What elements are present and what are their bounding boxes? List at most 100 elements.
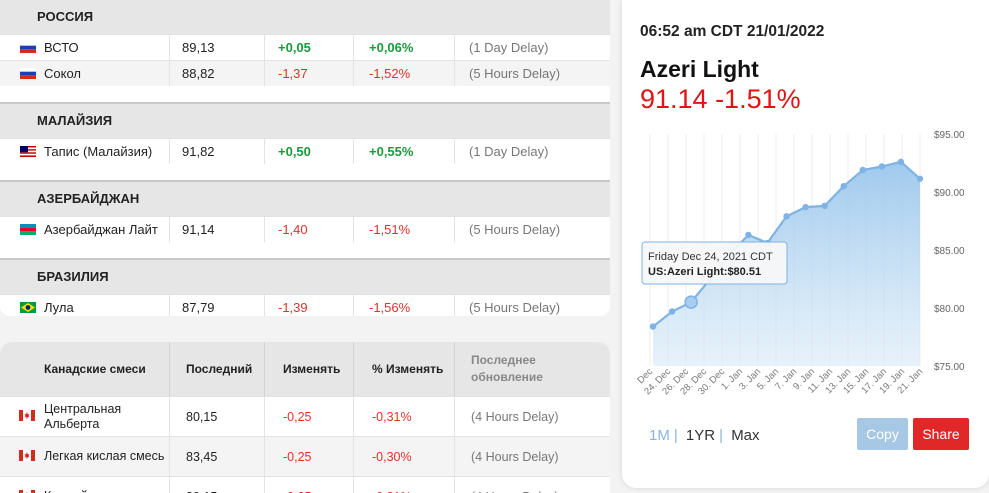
y-tick-label: $75.00	[934, 362, 965, 373]
grade-name-link[interactable]: Кислый мир	[44, 477, 170, 493]
grade-name-link[interactable]: Тапис (Малайзия)	[37, 139, 170, 164]
update-delay: (4 Hours Delay)	[471, 449, 559, 464]
flag-cell	[0, 42, 37, 53]
table-row[interactable]: Кислый мир80,15-0,25-0,31%(4 Hours Delay…	[0, 476, 610, 493]
update-delay: (5 Hours Delay)	[469, 222, 561, 237]
flag-cell	[0, 489, 44, 493]
tooltip-value: US:Azeri Light:$80.51	[648, 266, 761, 278]
section-header: АЗЕРБАЙДЖАН	[0, 180, 610, 216]
percent-change: -0,31%	[354, 397, 455, 436]
percent-change: -0,30%	[354, 437, 455, 476]
percent-change: -0,31%	[354, 477, 455, 493]
share-button[interactable]: Share	[913, 418, 969, 450]
quote-timestamp: 06:52 am CDT 21/01/2022	[640, 23, 825, 40]
quotes-panel: РОССИЯ ВСТО 89,13 +0,05 +0,06% (1 Day Delay) С…	[0, 0, 610, 493]
section-gap	[0, 86, 610, 102]
range-selector: 1M | 1YR | Max	[649, 427, 764, 444]
range-max[interactable]: Max	[731, 427, 760, 444]
canada-flag-icon	[19, 449, 35, 461]
flag-cell	[0, 409, 44, 424]
price-change: -1,37	[265, 61, 354, 86]
section-gap	[0, 242, 610, 258]
last-price: 83,45	[170, 437, 265, 476]
data-point	[897, 158, 905, 166]
data-point	[878, 163, 886, 170]
flag-cell	[0, 224, 37, 235]
price-change: -0,25	[265, 477, 354, 493]
y-tick-label: $95.00	[934, 130, 965, 141]
y-tick-label: $85.00	[934, 246, 965, 257]
data-point	[649, 323, 657, 330]
price-change: -0,25	[265, 437, 354, 476]
percent-change: -1,51%	[354, 217, 455, 242]
update-delay: (5 Hours Delay)	[469, 66, 561, 81]
data-point	[916, 175, 924, 182]
grade-name-link[interactable]: Центральная Альберта	[44, 397, 170, 436]
copy-button[interactable]: Copy	[857, 418, 908, 450]
regional-prices-table: РОССИЯ ВСТО 89,13 +0,05 +0,06% (1 Day Delay) С…	[0, 0, 610, 316]
range-separator: |	[673, 427, 678, 444]
header-last-update[interactable]: Последнее обновление	[471, 353, 543, 384]
table-row[interactable]: Лула 87,79 -1,39 -1,56% (5 Hours Delay)	[0, 294, 610, 316]
header-percent-change[interactable]: % Изменять	[354, 342, 455, 396]
table-header: Канадские смеси Последний Изменять % Изм…	[0, 342, 610, 396]
azerbaijan-flag-icon	[20, 224, 36, 235]
flag-cell	[0, 449, 44, 464]
data-point	[668, 308, 676, 315]
quote-price: 91.14 -1.51%	[640, 84, 801, 114]
grade-name-link[interactable]: Легкая кислая смесь	[44, 437, 170, 476]
grade-name-link[interactable]: Лула	[37, 295, 170, 316]
table-row[interactable]: Центральная Альберта 80,15 -0,25 -0,31% (4 H…	[0, 396, 610, 436]
last-price: 80,15	[170, 397, 265, 436]
table-row[interactable]: ВСТО 89,13 +0,05 +0,06% (1 Day Delay)	[0, 34, 610, 60]
last-price: 89,13	[170, 35, 265, 60]
price-change: -0,25	[265, 397, 354, 436]
grade-name-link[interactable]: Азербайджан Лайт	[37, 217, 170, 242]
data-point	[840, 183, 847, 190]
header-last[interactable]: Последний	[170, 342, 265, 396]
data-point	[745, 231, 752, 239]
data-point	[783, 213, 790, 220]
table-row[interactable]: Азербайджан Лайт 91,14 -1,40 -1,51% (5 Hours…	[0, 216, 610, 242]
last-price: 87,79	[170, 295, 265, 316]
canadian-blends-table: Канадские смеси Последний Изменять % Изм…	[0, 342, 610, 493]
section-header: МАЛАЙЗИЯ	[0, 102, 610, 138]
range-separator: |	[719, 427, 724, 444]
section-header: РОССИЯ	[0, 0, 610, 34]
last-price: 91,14	[170, 217, 265, 242]
percent-change: -1,56%	[354, 295, 455, 316]
russia-flag-icon	[20, 68, 36, 79]
flag-cell	[0, 302, 37, 313]
data-point	[821, 202, 828, 210]
price-change: +0,50	[265, 139, 354, 164]
canada-flag-icon	[19, 409, 35, 421]
percent-change: -1,52%	[354, 61, 455, 86]
price-change: +0,05	[265, 35, 354, 60]
price-change: -1,40	[265, 217, 354, 242]
last-price: 91,82	[170, 139, 265, 164]
percent-change: +0,55%	[354, 139, 455, 164]
section-gap	[0, 164, 610, 180]
grade-name-link[interactable]: Сокол	[37, 61, 170, 86]
quote-name: Azeri Light	[640, 56, 759, 82]
range-1yr[interactable]: 1YR	[685, 427, 716, 444]
table-row[interactable]: Сокол 88,82 -1,37 -1,52% (5 Hours Delay)	[0, 60, 610, 86]
header-change[interactable]: Изменять	[265, 342, 354, 396]
data-point	[802, 203, 809, 211]
grade-name-link[interactable]: ВСТО	[37, 35, 170, 60]
header-name[interactable]: Канадские смеси	[0, 342, 170, 396]
malaysia-flag-icon	[20, 146, 36, 157]
last-price: 88,82	[170, 61, 265, 86]
table-row[interactable]: Тапис (Малайзия) 91,82 +0,50 +0,55% (1 Day D…	[0, 138, 610, 164]
data-point	[859, 166, 866, 174]
section-header: БРАЗИЛИЯ	[0, 258, 610, 294]
brazil-flag-icon	[20, 302, 36, 313]
y-tick-label: $90.00	[934, 188, 965, 199]
update-delay: (5 Hours Delay)	[469, 300, 561, 315]
tooltip-date: Friday Dec 24, 2021 CDT	[648, 251, 773, 263]
last-price: 80,15	[170, 477, 265, 493]
flag-cell	[0, 146, 37, 157]
table-row[interactable]: Легкая кислая смесь 83,45 -0,25 -0,30% (4 Ho…	[0, 436, 610, 476]
range-1m[interactable]: 1M	[649, 427, 670, 444]
